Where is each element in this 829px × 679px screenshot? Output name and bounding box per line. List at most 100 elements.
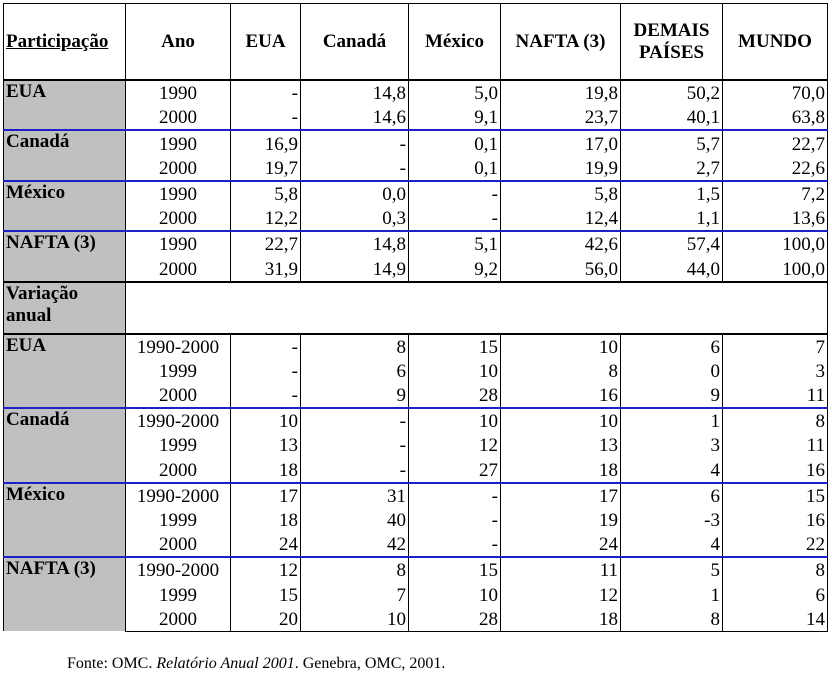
column-header: DEMAIS PAÍSES [620, 3, 723, 81]
value-cell: - [300, 155, 409, 181]
value-cell: 6 [722, 582, 828, 607]
column-header: NAFTA (3) [500, 3, 621, 81]
data-table: Participação Ano EUA Canadá México NAFTA (3) D… [3, 3, 828, 632]
source-suffix: . Genebra, OMC, 2001. [294, 655, 446, 672]
value-cell: 9,2 [408, 256, 501, 282]
value-cell: 19 [500, 507, 621, 532]
value-cell: 15 [722, 481, 828, 508]
value-cell: 15 [408, 332, 501, 359]
table-row: 2000-9 28 16 9 11 [4, 382, 828, 409]
value-cell: 16 [722, 457, 828, 483]
value-cell: 12 [408, 433, 501, 458]
value-cell: 6 [300, 358, 409, 383]
group-label: NAFTA (3) [3, 230, 126, 282]
table-body: EUA 1990-14,8 5,0 19,8 50,2 70,0 2000-14,6 9,1 2… [3, 80, 828, 632]
table-row: EUA 1990-14,8 5,0 19,8 50,2 70,0 [3, 80, 828, 131]
table-row: Canadá 1990-2000 10-10 10 1 8 [3, 407, 828, 483]
value-cell: 5,1 [408, 230, 501, 257]
value-cell: - [408, 532, 501, 558]
year-cell: 2000 [125, 205, 231, 232]
value-cell: 19,8 [500, 80, 621, 106]
table-row: 2000 19,7-0,1 19,9 2,7 22,6 [4, 155, 828, 181]
value-cell: 8 [722, 407, 828, 434]
year-cell: 1990-2000 [125, 481, 231, 508]
value-cell: 0,1 [408, 155, 501, 181]
value-cell: - [408, 179, 501, 206]
year-cell: 1990 [125, 129, 231, 156]
source-note: Fonte: OMC. Relatório Anual 2001. Genebr… [67, 655, 445, 673]
value-cell: 63,8 [722, 105, 828, 131]
value-cell: 1,5 [620, 179, 723, 206]
value-cell: 10 [500, 332, 621, 359]
group-label: México [3, 481, 126, 558]
value-cell: - [408, 507, 501, 532]
value-cell: 100,0 [722, 256, 828, 282]
column-header: México [408, 3, 501, 81]
value-cell: 14,6 [300, 105, 409, 131]
value-cell: -3 [620, 507, 723, 532]
column-header: EUA [230, 3, 301, 81]
table-row: México 1990 5,8 0,0-5,8 1,5 7,2 [3, 179, 828, 232]
table-row: 2000-14,6 9,1 23,7 40,1 63,8 [4, 105, 828, 131]
year-cell: 1990-2000 [125, 556, 231, 583]
value-cell: 8 [500, 358, 621, 383]
value-cell: 14,8 [300, 80, 409, 106]
table-row: 2000 12,2 0,3-12,4 1,1 13,6 [4, 205, 828, 232]
value-cell: 15 [230, 582, 301, 607]
year-cell: 2000 [125, 606, 231, 632]
value-cell: 9 [300, 382, 409, 409]
value-cell: 24 [500, 532, 621, 558]
value-cell: 40,1 [620, 105, 723, 131]
value-cell: 22,7 [722, 129, 828, 156]
column-header: Canadá [300, 3, 409, 81]
value-cell: 19,7 [230, 155, 301, 181]
value-cell: - [230, 382, 301, 409]
value-cell: 14 [722, 606, 828, 632]
value-cell: 9 [620, 382, 723, 409]
value-cell: 1 [620, 407, 723, 434]
value-cell: 10 [500, 407, 621, 434]
value-cell: 28 [408, 606, 501, 632]
value-cell: 1,1 [620, 205, 723, 232]
table-row: 1999 18 40-19 -3 16 [4, 507, 828, 532]
value-cell: 1 [620, 582, 723, 607]
value-cell: - [300, 407, 409, 434]
value-cell: 18 [230, 507, 301, 532]
value-cell: 16,9 [230, 129, 301, 156]
value-cell: 6 [620, 481, 723, 508]
column-header: Ano [125, 3, 231, 81]
value-cell: 7 [300, 582, 409, 607]
year-cell: 1999 [125, 582, 231, 607]
value-cell: 31,9 [230, 256, 301, 282]
value-cell: 12 [230, 556, 301, 583]
value-cell: - [300, 129, 409, 156]
group-label: México [3, 179, 126, 232]
value-cell: 22 [722, 532, 828, 558]
column-header: Participação [3, 3, 126, 81]
table-row: 1999 13-12 13 3 11 [4, 433, 828, 458]
year-cell: 1999 [125, 433, 231, 458]
year-cell: 1990 [125, 80, 231, 106]
section-row: Variação anual [3, 280, 828, 334]
value-cell: - [300, 433, 409, 458]
value-cell: 10 [408, 407, 501, 434]
year-cell: 2000 [125, 532, 231, 558]
value-cell: 24 [230, 532, 301, 558]
section-blank [125, 280, 828, 334]
value-cell: - [408, 481, 501, 508]
value-cell: 42 [300, 532, 409, 558]
value-cell: 5,8 [500, 179, 621, 206]
table-row: NAFTA (3) 1990-2000 12 8 15 11 5 8 [3, 556, 828, 632]
value-cell: 28 [408, 382, 501, 409]
table-row: 1999 15 7 10 12 1 6 [4, 582, 828, 607]
year-cell: 1990 [125, 179, 231, 206]
value-cell: 0,1 [408, 129, 501, 156]
value-cell: 11 [722, 433, 828, 458]
year-cell: 1999 [125, 507, 231, 532]
value-cell: 7 [722, 332, 828, 359]
table-row: Canadá 1990 16,9-0,1 17,0 5,7 22,7 [3, 129, 828, 181]
group-label: EUA [3, 80, 126, 131]
value-cell: 44,0 [620, 256, 723, 282]
